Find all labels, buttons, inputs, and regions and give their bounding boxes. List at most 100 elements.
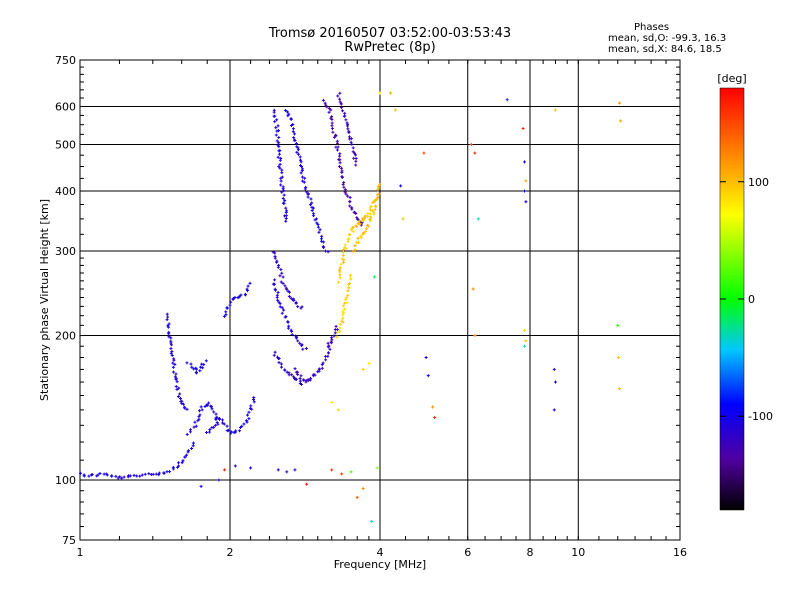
data-point bbox=[285, 110, 289, 114]
data-point bbox=[185, 432, 189, 436]
data-point bbox=[98, 471, 102, 475]
data-point bbox=[286, 320, 290, 324]
data-point bbox=[200, 408, 204, 412]
data-point bbox=[305, 482, 309, 486]
data-point bbox=[157, 471, 161, 475]
data-point bbox=[181, 402, 185, 406]
data-point bbox=[284, 210, 288, 214]
data-point bbox=[293, 132, 297, 136]
data-point bbox=[190, 365, 194, 369]
data-point bbox=[277, 165, 281, 169]
data-point bbox=[329, 341, 333, 345]
data-point bbox=[353, 151, 357, 155]
data-point bbox=[90, 473, 94, 477]
colorbar-tick-label: 0 bbox=[748, 293, 755, 306]
data-point bbox=[334, 324, 338, 328]
data-point bbox=[197, 409, 201, 413]
data-point bbox=[320, 237, 324, 241]
data-point bbox=[221, 421, 225, 425]
data-point bbox=[306, 195, 310, 199]
data-point bbox=[334, 134, 338, 138]
data-point bbox=[301, 179, 305, 183]
data-point bbox=[169, 347, 173, 351]
data-point bbox=[280, 175, 284, 179]
data-point bbox=[273, 251, 277, 255]
data-point bbox=[114, 474, 118, 478]
data-point bbox=[369, 204, 373, 208]
data-point bbox=[330, 401, 334, 405]
data-point bbox=[299, 164, 303, 168]
data-point bbox=[310, 201, 314, 205]
data-point bbox=[291, 130, 295, 134]
data-point bbox=[342, 248, 346, 252]
data-point bbox=[174, 372, 178, 376]
data-point bbox=[431, 405, 435, 409]
data-point bbox=[249, 404, 253, 408]
data-point bbox=[174, 377, 178, 381]
data-point bbox=[426, 374, 430, 378]
data-point bbox=[359, 234, 363, 238]
data-point bbox=[276, 468, 280, 472]
data-point bbox=[369, 215, 373, 219]
data-point bbox=[552, 408, 556, 412]
data-point bbox=[242, 422, 246, 426]
x-tick-label: 16 bbox=[673, 546, 687, 559]
data-point bbox=[322, 240, 326, 244]
data-point bbox=[345, 121, 349, 125]
data-point bbox=[105, 473, 109, 477]
data-point bbox=[275, 118, 279, 122]
data-point bbox=[292, 375, 296, 379]
data-point bbox=[293, 468, 297, 472]
data-point bbox=[365, 223, 369, 227]
data-point bbox=[247, 417, 251, 421]
data-point bbox=[216, 422, 220, 426]
data-point bbox=[171, 465, 175, 469]
data-point bbox=[302, 180, 306, 184]
data-point bbox=[284, 217, 288, 221]
data-point bbox=[199, 484, 203, 488]
data-point bbox=[471, 287, 475, 291]
data-point bbox=[341, 313, 345, 317]
data-point bbox=[346, 127, 350, 131]
data-point bbox=[354, 159, 358, 163]
data-point bbox=[191, 441, 195, 445]
data-point bbox=[349, 277, 353, 281]
data-point bbox=[344, 192, 348, 196]
data-point bbox=[197, 415, 201, 419]
data-point bbox=[210, 407, 214, 411]
data-point bbox=[177, 464, 181, 468]
data-point bbox=[341, 304, 345, 308]
data-point bbox=[283, 284, 287, 288]
data-point bbox=[198, 413, 202, 417]
data-point bbox=[278, 162, 282, 166]
data-point bbox=[342, 311, 346, 315]
data-point bbox=[276, 298, 280, 302]
data-point bbox=[323, 101, 327, 105]
data-point bbox=[373, 275, 377, 279]
data-point bbox=[295, 150, 299, 154]
data-point bbox=[300, 344, 304, 348]
data-point bbox=[194, 424, 198, 428]
data-point bbox=[424, 355, 428, 359]
data-point bbox=[277, 145, 281, 149]
data-point bbox=[340, 319, 344, 323]
x-tick-label: 6 bbox=[464, 546, 471, 559]
data-point bbox=[283, 108, 287, 112]
data-point bbox=[333, 331, 337, 335]
data-point bbox=[179, 400, 183, 404]
data-point bbox=[617, 355, 621, 359]
data-point bbox=[354, 163, 358, 167]
data-point bbox=[340, 175, 344, 179]
data-point bbox=[376, 195, 380, 199]
data-point bbox=[296, 305, 300, 309]
data-point bbox=[401, 217, 405, 221]
chart-subtitle: RwPretec (8p) bbox=[344, 40, 436, 55]
data-point bbox=[279, 183, 283, 187]
data-point bbox=[330, 468, 334, 472]
data-point bbox=[229, 300, 233, 304]
data-point bbox=[132, 473, 136, 477]
data-point bbox=[110, 474, 114, 478]
data-point bbox=[166, 325, 170, 329]
data-point bbox=[343, 190, 347, 194]
data-point bbox=[169, 351, 173, 355]
